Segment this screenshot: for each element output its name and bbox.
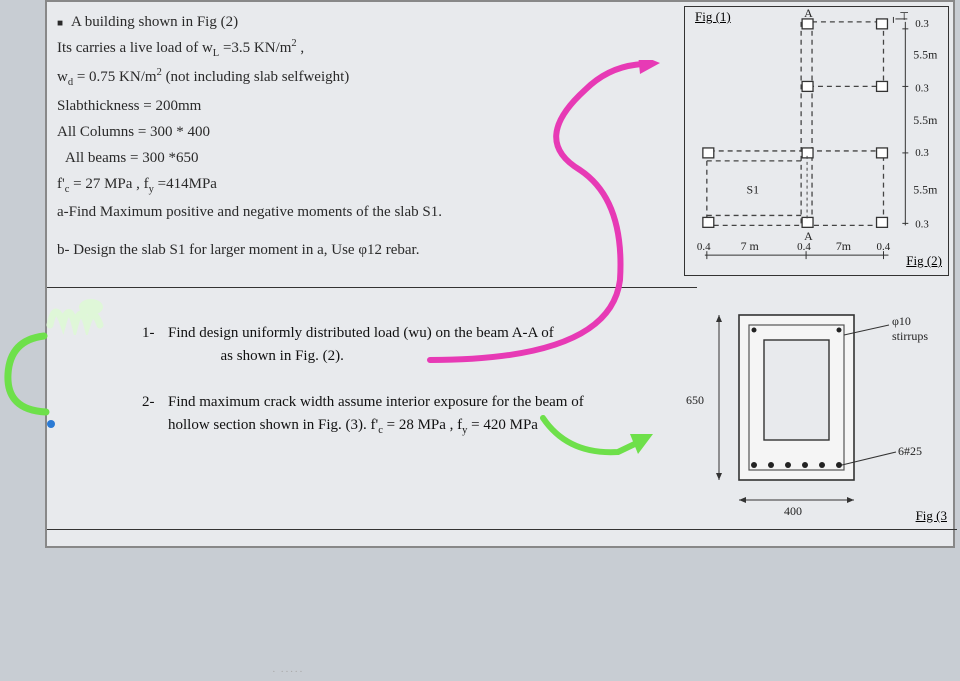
svg-text:5.5m: 5.5m — [913, 183, 938, 197]
s1-label: S1 — [747, 183, 760, 197]
question-1: 1- Find design uniformly distributed loa… — [142, 322, 672, 369]
intro: A building shown in Fig (2) — [71, 14, 238, 30]
slabthickness: Slabthickness = 200mm — [57, 94, 637, 118]
svg-text:0.3: 0.3 — [915, 218, 929, 230]
svg-text:0.3: 0.3 — [915, 147, 929, 159]
columns: All Columns = 300 * 400 — [57, 120, 637, 144]
svg-text:6#25: 6#25 — [898, 444, 922, 458]
part-a: a-Find Maximum positive and negative mom… — [57, 200, 637, 224]
svg-text:0.4: 0.4 — [797, 241, 811, 253]
problem-text: ■ A building shown in Fig (2) Its carrie… — [57, 10, 637, 264]
svg-text:⊤: ⊤ — [899, 11, 909, 23]
part-b: b- Design the slab S1 for larger moment … — [57, 238, 637, 262]
page: ■ A building shown in Fig (2) Its carrie… — [45, 0, 955, 548]
figure-1-svg: S1 A A 0.3 5.5m 0.3 5.5m 0.3 5.5m 0.3 0.… — [685, 7, 948, 275]
question-2: 2- Find maximum crack width assume inter… — [142, 391, 672, 440]
divider-bottom — [47, 529, 957, 530]
figure-3-label: Fig (3 — [916, 508, 947, 524]
svg-text:650: 650 — [686, 393, 704, 407]
svg-text:7m: 7m — [836, 239, 852, 253]
svg-text:5.5m: 5.5m — [913, 113, 938, 127]
svg-text:0.3: 0.3 — [915, 18, 929, 30]
svg-text:φ10: φ10 — [892, 314, 911, 328]
divider — [47, 287, 697, 288]
a-top: A — [804, 7, 813, 20]
figure-1: Fig (1) Fig (2) — [684, 6, 949, 276]
svg-text:0.4: 0.4 — [697, 241, 711, 253]
svg-text:5.5m: 5.5m — [913, 48, 938, 62]
svg-text:400: 400 — [784, 504, 802, 518]
questions: 1- Find design uniformly distributed loa… — [142, 322, 672, 461]
figure-3: Fig (3 650 400 — [684, 300, 949, 526]
svg-text:7 m: 7 m — [741, 239, 760, 253]
svg-text:0.3: 0.3 — [915, 82, 929, 94]
beams: All beams = 300 *650 — [57, 146, 637, 170]
figure-3-svg: 650 400 φ10 stirrups 6#25 — [684, 300, 949, 526]
scribble-text: · ····· — [272, 664, 304, 681]
blue-dot-mark — [47, 420, 55, 428]
svg-text:stirrups: stirrups — [892, 329, 928, 343]
